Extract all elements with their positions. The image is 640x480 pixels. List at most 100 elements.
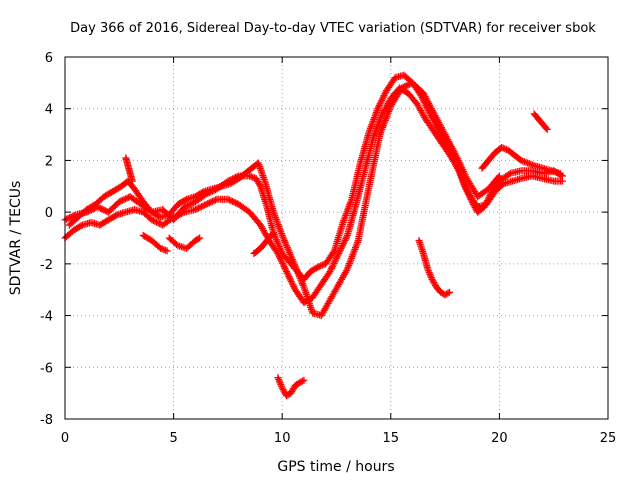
data-point	[285, 273, 293, 281]
data-point	[326, 268, 334, 276]
data-point	[335, 248, 343, 256]
data-point	[199, 188, 207, 196]
data-point	[377, 98, 385, 106]
data-point	[278, 258, 286, 266]
data-point	[196, 203, 204, 211]
data-point	[332, 256, 340, 264]
data-point	[198, 203, 206, 211]
series-arc-7	[250, 229, 278, 258]
data-point	[176, 210, 184, 218]
y-tick-label: 4	[45, 103, 53, 118]
data-point	[69, 212, 77, 220]
data-point	[97, 204, 105, 212]
tick-labels: 0 5 10 15 20 25 -8 -6 -4 -2 0 2 4 6	[40, 51, 616, 446]
data-point	[328, 264, 336, 272]
data-point	[120, 196, 128, 204]
data-point	[63, 215, 71, 223]
data-point	[224, 195, 232, 203]
x-tick-label: 15	[383, 431, 400, 446]
y-tick-label: -8	[40, 413, 53, 428]
data-point	[210, 197, 218, 205]
data-point	[375, 103, 383, 111]
data-point	[230, 198, 238, 206]
data-point	[314, 263, 322, 271]
y-tick-label: 0	[45, 206, 53, 221]
data-point	[379, 95, 387, 103]
data-point	[204, 200, 212, 208]
data-point	[328, 263, 336, 271]
data-point	[556, 169, 564, 177]
data-point	[193, 205, 201, 213]
series-arc-9	[415, 237, 453, 299]
data-point	[279, 261, 287, 269]
data-point	[337, 245, 345, 253]
data-point	[275, 251, 283, 259]
data-point	[281, 264, 289, 272]
series-arc-10	[478, 144, 564, 177]
plot-frame	[64, 56, 609, 420]
x-tick-label: 20	[491, 431, 508, 446]
data-point	[275, 253, 283, 261]
data-point	[401, 83, 409, 91]
data-point	[298, 377, 306, 385]
data-point	[376, 100, 384, 108]
data-point	[283, 268, 291, 276]
data-point	[98, 205, 106, 213]
data-point	[300, 376, 308, 384]
data-point	[283, 269, 291, 277]
data-point	[276, 254, 284, 262]
data-point	[201, 201, 209, 209]
data-point	[208, 197, 216, 205]
data-point	[336, 246, 344, 254]
series-arc-3	[65, 79, 503, 320]
data-point	[284, 271, 292, 279]
data-point	[191, 206, 199, 214]
series-arc-5	[165, 234, 204, 252]
data-point	[329, 249, 337, 257]
data-point	[404, 81, 412, 89]
data-point	[225, 196, 233, 204]
data-point	[179, 209, 187, 217]
data-point	[202, 200, 210, 208]
data-point	[207, 198, 215, 206]
data-point	[229, 197, 237, 205]
data-point	[340, 238, 348, 246]
data-point	[543, 125, 551, 133]
data-point	[341, 236, 349, 244]
data-point	[187, 200, 195, 208]
data-point	[118, 196, 126, 204]
data-point	[185, 201, 193, 209]
data-point	[558, 177, 566, 185]
data-point	[444, 289, 452, 297]
data-point	[334, 251, 342, 259]
data-point	[227, 197, 235, 205]
data-point	[375, 101, 383, 109]
data-point	[77, 222, 85, 230]
x-axis-label: GPS time / hours	[277, 459, 394, 475]
x-tick-label: 5	[169, 431, 177, 446]
data-point	[173, 212, 181, 220]
x-tick-label: 0	[61, 431, 69, 446]
y-tick-label: -2	[40, 258, 53, 273]
data-point	[333, 253, 341, 261]
data-point	[402, 82, 410, 90]
data-point	[211, 196, 219, 204]
data-point	[151, 217, 159, 225]
data-point	[289, 281, 297, 289]
data-point	[232, 199, 240, 207]
data-point	[122, 195, 130, 203]
data-point	[274, 250, 282, 258]
data-point	[163, 247, 171, 255]
series-arc-11	[530, 110, 551, 133]
data-point	[339, 241, 347, 249]
data-point	[154, 219, 162, 227]
data-point	[64, 214, 72, 222]
series-arc-8	[274, 374, 308, 400]
data-point	[174, 211, 182, 219]
data-point	[494, 173, 502, 181]
data-point	[153, 218, 161, 226]
data-point	[399, 83, 407, 91]
data-point	[128, 177, 136, 185]
data-point	[542, 124, 550, 132]
y-tick-label: -6	[40, 361, 53, 376]
